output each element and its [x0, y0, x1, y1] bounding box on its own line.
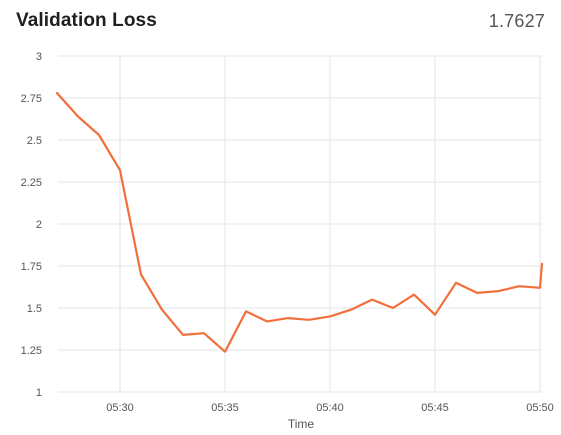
validation-loss-series-line [55, 91, 544, 353]
y-tick-label: 2.25 [21, 177, 42, 189]
current-value: 1.7627 [488, 11, 545, 31]
y-tick-label: 2 [36, 219, 42, 231]
y-tick-label: 2.5 [27, 135, 42, 147]
grid-layer [58, 55, 542, 393]
y-tick-label: 1 [36, 387, 42, 399]
x-tick-label: 05:45 [421, 402, 449, 414]
x-axis-ticks: 05:30 05:35 05:40 05:45 05:50 [106, 402, 554, 414]
y-tick-label: 1.75 [21, 261, 42, 273]
x-tick-label: 05:35 [211, 402, 239, 414]
x-tick-label: 05:30 [106, 402, 134, 414]
x-tick-label: 05:40 [316, 402, 344, 414]
series-layer [55, 91, 544, 353]
x-tick-label: 05:50 [526, 402, 554, 414]
y-axis-ticks: 1 1.25 1.5 1.75 2 2.25 2.5 2.75 3 [21, 51, 42, 399]
y-tick-label: 2.75 [21, 93, 42, 105]
x-axis-label: Time [288, 417, 315, 431]
y-tick-label: 1.25 [21, 345, 42, 357]
y-tick-label: 1.5 [27, 303, 42, 315]
chart-title: Validation Loss [16, 10, 157, 31]
y-tick-label: 3 [36, 51, 42, 63]
